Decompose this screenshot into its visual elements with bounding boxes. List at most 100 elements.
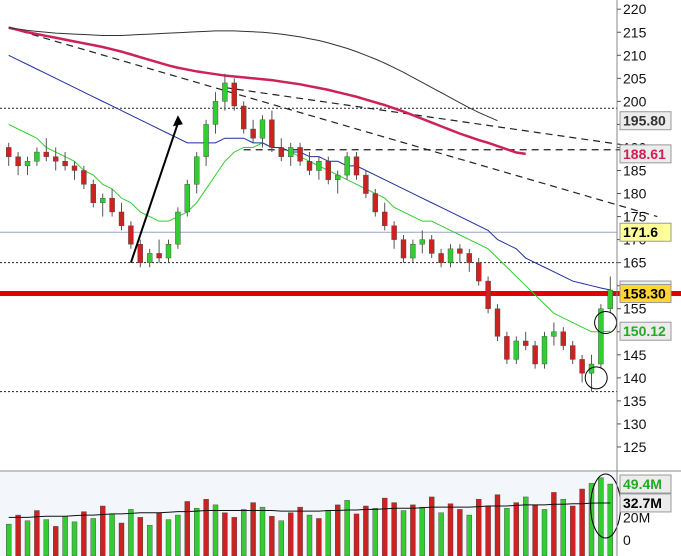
volume-bar: [81, 511, 87, 556]
price-badge: 195.80: [619, 111, 672, 131]
ma_long-line: [8, 27, 498, 122]
candle-body: [429, 239, 435, 254]
price-badge: 158.30: [619, 284, 672, 304]
candle-body: [53, 156, 59, 162]
candle-body: [137, 244, 144, 263]
volume-bar: [447, 503, 454, 556]
price-badge-bg: [619, 111, 672, 131]
candle-body: [175, 211, 181, 245]
candle-body: [570, 345, 576, 360]
volume-bar: [184, 501, 191, 556]
candle-body: [222, 82, 228, 102]
candle-body: [523, 340, 529, 346]
price-tick-label: 210: [623, 47, 647, 63]
volume-bar: [231, 517, 238, 556]
candle-body: [62, 161, 68, 167]
volume-bar: [466, 514, 472, 556]
volume-bar: [212, 504, 219, 556]
volume-badge-label: 49.4M: [623, 476, 662, 492]
price-tick-label: 135: [623, 393, 647, 409]
candle-body: [99, 197, 106, 203]
volume-bar: [523, 496, 529, 556]
volume-bar: [335, 504, 341, 556]
volume-bar: [316, 518, 322, 556]
candle-body: [325, 161, 331, 180]
volume-bar: [222, 512, 228, 556]
volume-bar: [372, 508, 378, 556]
candle-body: [504, 336, 510, 360]
volume-average-line: [8, 502, 611, 518]
price-tick-label: 145: [623, 347, 647, 363]
candle-body: [288, 147, 294, 157]
candle-body: [579, 359, 585, 374]
volume-bar: [607, 483, 613, 556]
price-badge-label: 188.61: [623, 146, 666, 162]
candle-body: [382, 211, 388, 226]
candle-body: [532, 345, 538, 365]
highlight-circle: [584, 366, 608, 390]
volume-bar: [429, 496, 435, 556]
price-badge-label: 158.30: [623, 286, 666, 302]
volume-bar: [438, 512, 444, 556]
price-tick-label: 155: [623, 301, 647, 317]
candle-body: [90, 184, 97, 203]
volume-bar: [53, 526, 59, 556]
price-badge-bg: [619, 222, 672, 242]
candle-body: [363, 174, 369, 194]
volume-bar: [570, 505, 576, 556]
volume-panel: [0, 472, 622, 556]
candle-body: [297, 147, 303, 162]
price-badge-label: 171.6: [623, 224, 658, 240]
volume-bar: [457, 509, 463, 556]
trendline: [224, 86, 658, 151]
price-tick-label: 220: [623, 1, 647, 17]
candle-body: [400, 239, 407, 259]
volume-bar: [156, 512, 162, 556]
candle-body: [598, 308, 604, 365]
price-tick-label: 215: [623, 24, 647, 40]
volume-bar: [532, 504, 538, 556]
candle-body: [438, 253, 444, 263]
volume-bar: [513, 502, 519, 556]
price-badge-bg: [619, 284, 672, 304]
candle-body: [410, 244, 416, 259]
volume-badge: 49.4M: [619, 474, 672, 494]
volume-bar: [485, 505, 491, 556]
candle-body: [15, 156, 21, 167]
candle-body: [391, 225, 397, 240]
volume-bar: [400, 510, 407, 556]
volume-bar: [598, 477, 604, 556]
candle-body: [457, 248, 463, 254]
candle-body: [494, 308, 501, 337]
price-tick-label: 205: [623, 70, 647, 86]
price-tick-label: 175: [623, 209, 647, 225]
candle-body: [419, 239, 425, 245]
volume-bar: [5, 523, 12, 556]
candle-body: [146, 253, 153, 263]
price-tick-label: 185: [623, 162, 647, 178]
price-tick-label: 130: [623, 416, 647, 432]
volume-bar: [62, 516, 68, 556]
volume-bar: [259, 506, 266, 556]
volume-bar: [297, 506, 303, 556]
candle-body: [34, 151, 40, 162]
candle-body: [193, 156, 200, 185]
price-badge: 171.6: [619, 222, 672, 242]
candle-body: [43, 151, 49, 157]
price-badge: 150.12: [619, 321, 672, 341]
volume-tick-label: 20M: [623, 509, 650, 525]
candle-body: [212, 101, 219, 125]
volume-bar: [382, 497, 388, 556]
volume-bar: [278, 520, 284, 556]
volume-bar: [175, 514, 181, 556]
volume-bar: [410, 504, 416, 556]
candle-body: [156, 253, 162, 259]
price-tick-label: 140: [623, 370, 647, 386]
price-badge-label: 195.80: [623, 113, 666, 129]
candle-body: [165, 244, 172, 259]
candle-body: [240, 105, 247, 130]
candle-body: [278, 147, 284, 157]
candle-body: [372, 193, 378, 213]
candle-body: [588, 363, 595, 374]
